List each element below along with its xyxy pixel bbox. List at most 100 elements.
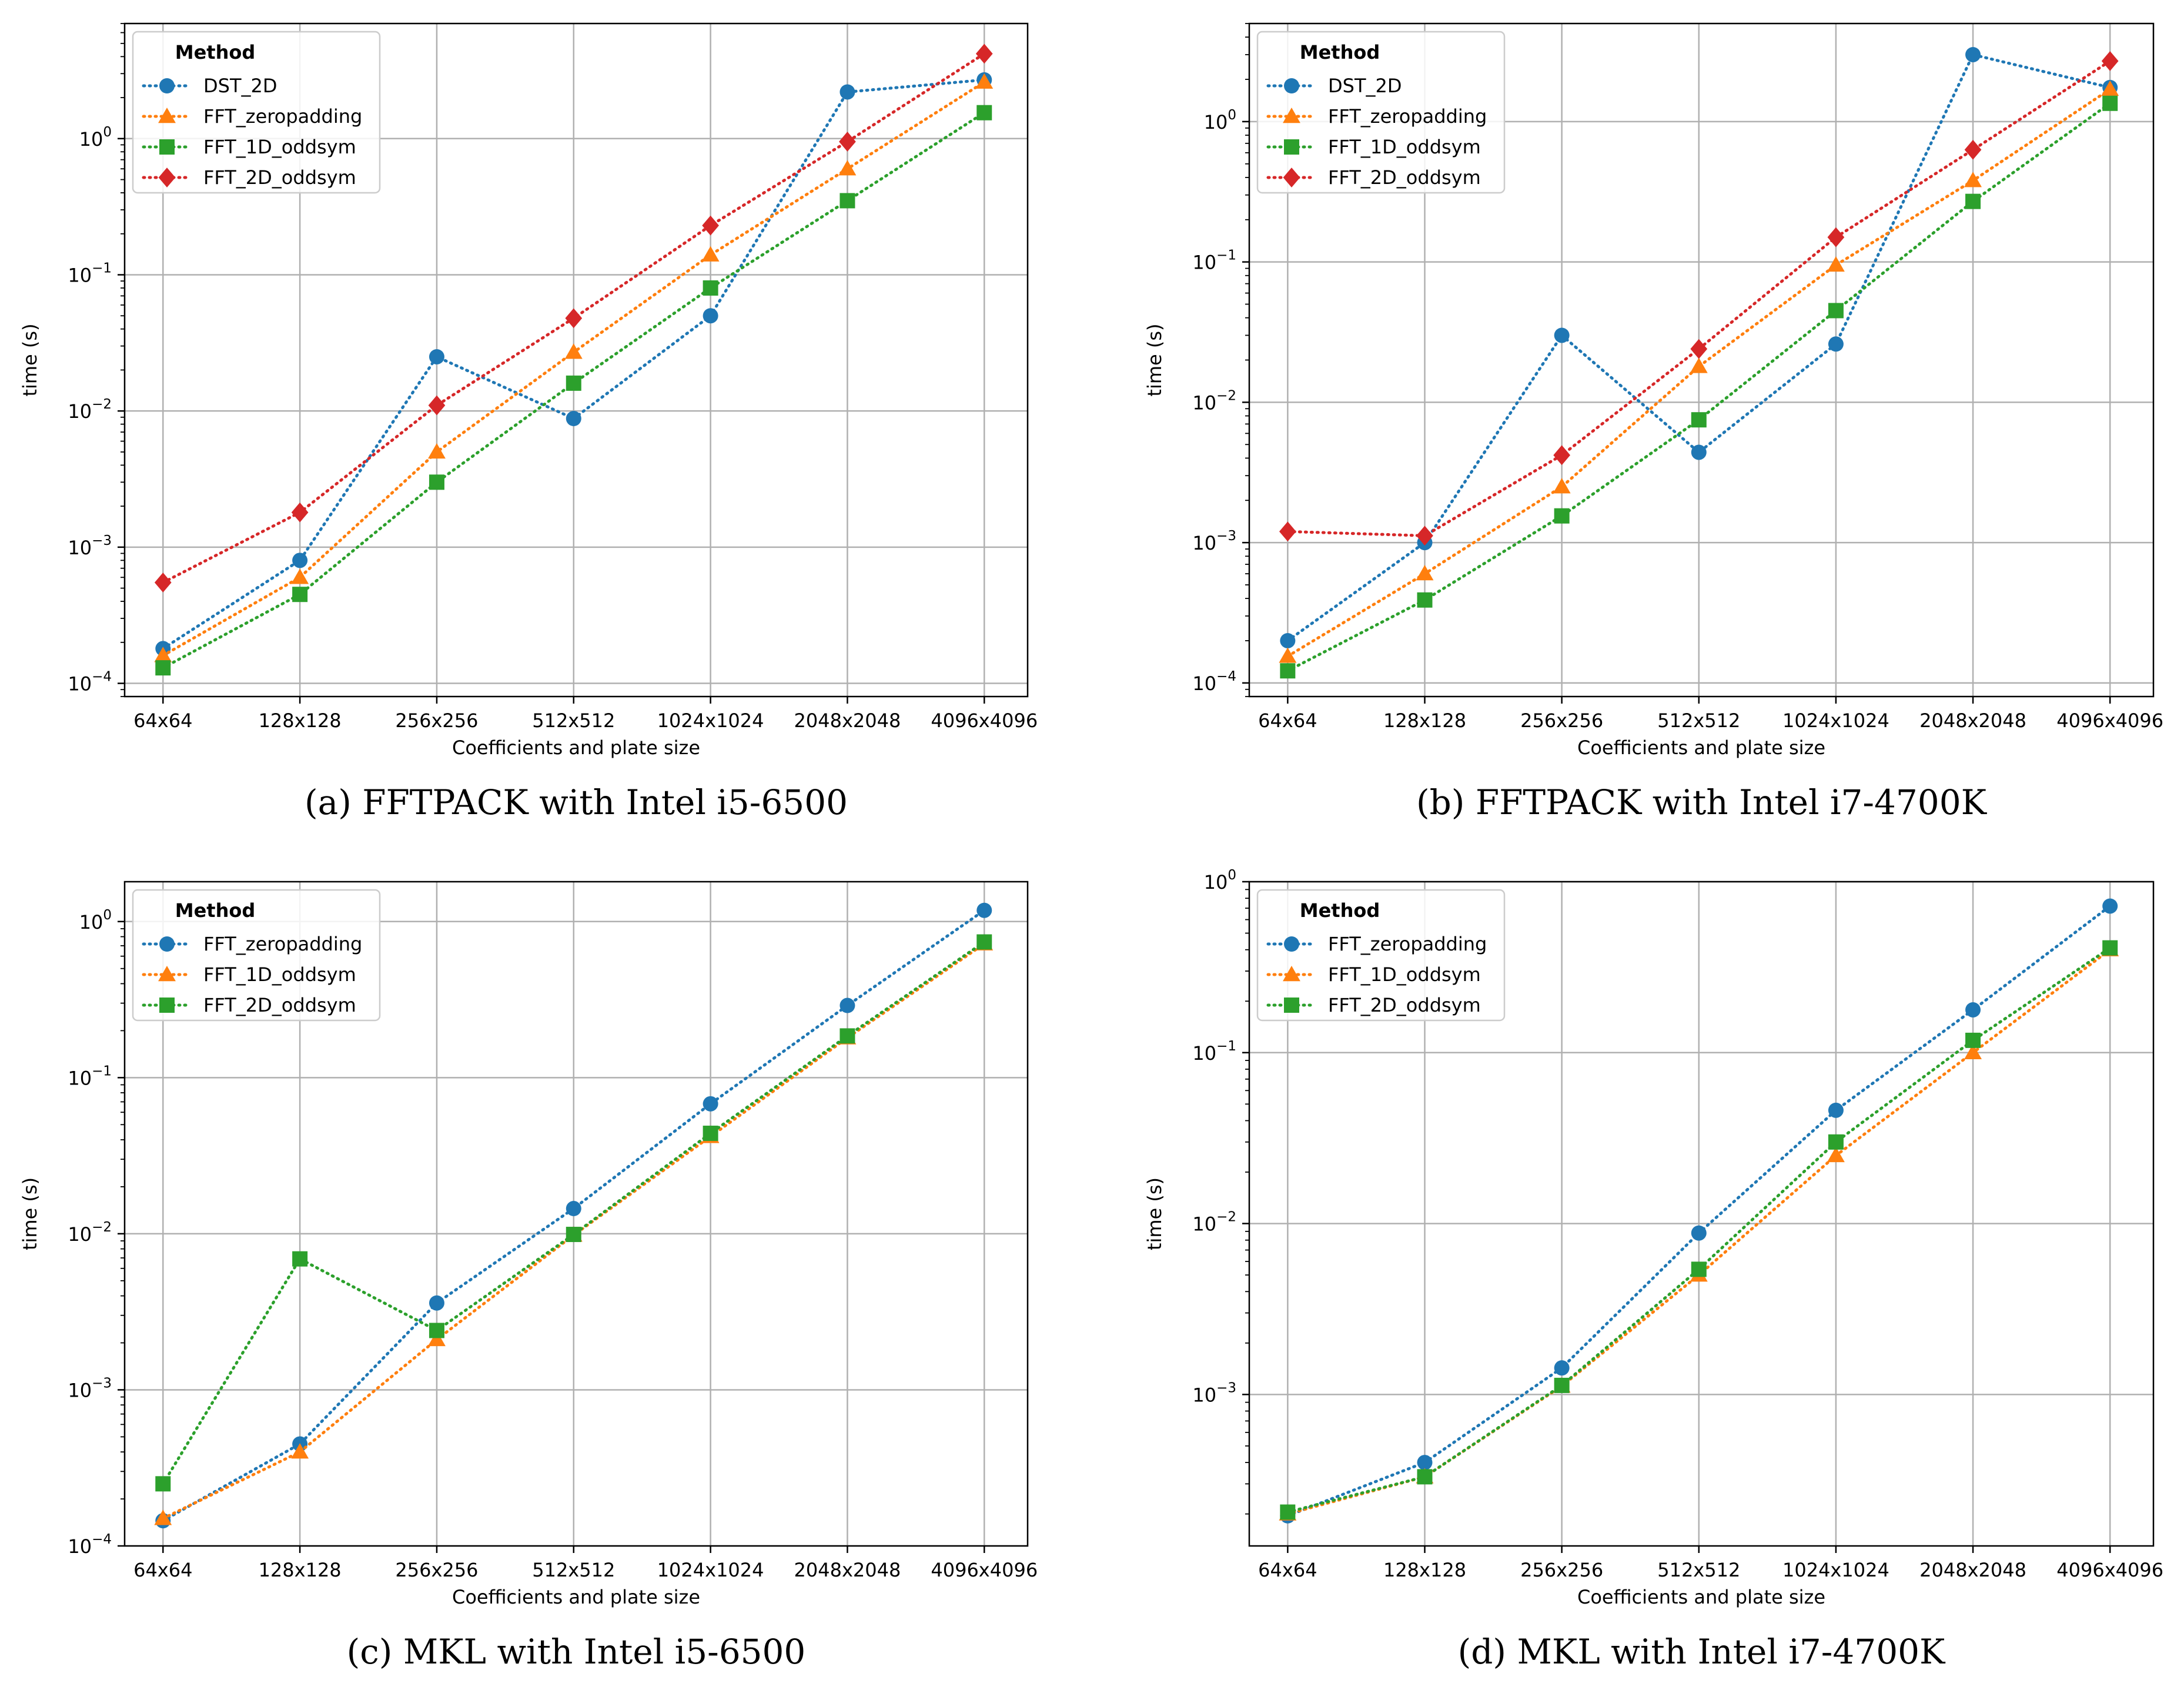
panel-caption: (b) FFTPACK with Intel i7-4700K: [1416, 782, 1988, 822]
legend-label: DST_2D: [203, 75, 277, 97]
data-point: [1690, 339, 1708, 359]
data-point: [292, 1251, 308, 1267]
legend-box: [1256, 889, 1506, 1022]
data-point: [1965, 1002, 1981, 1017]
x-tick-label: 64x64: [133, 709, 192, 732]
data-point: [428, 395, 446, 416]
y-tick-label: 100: [1204, 108, 1236, 133]
data-point: [1691, 444, 1707, 460]
x-tick-label: 1024x1024: [1782, 709, 1889, 732]
data-point: [427, 443, 446, 459]
data-point: [427, 1330, 446, 1347]
y-tick-label: 10−4: [68, 670, 112, 695]
legend-entry: FFT_2D_oddsym: [142, 994, 356, 1016]
series-FFT_zeropadding: [154, 73, 994, 662]
legend-label: FFT_2D_oddsym: [1328, 994, 1481, 1016]
panel-a: 10−4 10−3 10−2 10−1 100 64x64 128x128 256x256 51…: [19, 22, 1038, 822]
legend-marker: [159, 998, 175, 1013]
legend-entry: FFT_1D_oddsym: [142, 136, 356, 158]
x-axis-label: Coefficients and plate size: [452, 1586, 700, 1608]
data-point: [975, 73, 994, 89]
x-tick-label: 128x128: [1383, 709, 1466, 732]
y-axis-label: time (s): [1143, 1177, 1166, 1250]
data-point: [1964, 139, 1982, 160]
legend: Method FFT_zeropadding FFT_1D_oddsym FFT_2D…: [132, 889, 381, 1022]
y-tick-label: 10−1: [1192, 248, 1236, 274]
data-point: [292, 553, 308, 568]
data-point: [291, 1443, 309, 1459]
data-point: [703, 308, 718, 324]
data-point: [1828, 336, 1844, 352]
data-point: [291, 502, 309, 523]
y-tick-label: 10−2: [1192, 388, 1236, 414]
data-point: [1416, 565, 1434, 581]
data-point: [1280, 632, 1296, 648]
x-axis-label: Coefficients and plate size: [1577, 1586, 1825, 1608]
x-tick-label: 64x64: [1258, 709, 1317, 732]
legend-marker: [159, 139, 175, 155]
series-FFT_2D_oddsym: [1279, 51, 2119, 546]
data-point: [566, 411, 581, 427]
data-point: [1554, 1377, 1570, 1393]
legend-entry: FFT_zeropadding: [142, 933, 362, 955]
x-tick-label: 256x256: [395, 1559, 478, 1581]
legend-entry: FFT_zeropadding: [1266, 933, 1487, 955]
legend-label: FFT_zeropadding: [203, 105, 362, 128]
series-FFT_1D_oddsym: [1280, 95, 2118, 679]
x-tick-label: 512x512: [532, 1559, 615, 1581]
data-point: [1964, 172, 1982, 188]
series-FFT_2D_oddsym: [1280, 940, 2118, 1520]
x-tick-label: 1024x1024: [657, 1559, 764, 1581]
data-point: [1965, 193, 1981, 209]
y-tick-label: 100: [1204, 868, 1236, 893]
y-tick-label: 10−1: [68, 1063, 112, 1089]
y-tick-label: 10−4: [1192, 669, 1236, 695]
data-point: [976, 105, 992, 120]
legend-entry: FFT_2D_oddsym: [1266, 994, 1481, 1016]
legend-label: FFT_zeropadding: [1328, 933, 1487, 955]
data-point: [703, 1126, 718, 1142]
axes-frame: [123, 881, 1029, 1547]
x-axis-label: Coefficients and plate size: [452, 737, 700, 759]
y-tick-label: 10−1: [68, 260, 112, 286]
legend-label: FFT_1D_oddsym: [203, 136, 356, 158]
y-tick-label: 100: [79, 125, 112, 150]
data-point: [975, 43, 993, 64]
panel-caption: (d) MKL with Intel i7-4700K: [1458, 1632, 1946, 1672]
x-tick-label: 1024x1024: [657, 709, 764, 732]
data-point: [1416, 525, 1433, 546]
x-tick-label: 4096x4096: [931, 1559, 1038, 1581]
legend-entry: FFT_1D_oddsym: [142, 963, 356, 986]
y-tick-label: 10−3: [1192, 1380, 1236, 1406]
legend-box: [1256, 31, 1506, 194]
y-tick-label: 10−4: [68, 1532, 112, 1558]
legend-entry: DST_2D: [142, 75, 277, 97]
legend-label: FFT_2D_oddsym: [203, 166, 356, 189]
series-FFT_zeropadding: [1280, 898, 2118, 1524]
legend-entry: FFT_1D_oddsym: [1266, 963, 1481, 986]
series-FFT_2D_oddsym: [154, 43, 993, 593]
y-tick-label: 10−2: [68, 397, 112, 423]
legend-marker: [1284, 139, 1299, 155]
data-point: [1279, 647, 1297, 663]
data-point: [840, 1028, 855, 1044]
data-point: [154, 1509, 172, 1525]
data-point: [565, 308, 583, 329]
legend-marker: [1283, 168, 1300, 188]
data-point: [840, 193, 855, 209]
legend-label: FFT_2D_oddsym: [1328, 166, 1481, 189]
x-tick-label: 2048x2048: [794, 709, 901, 732]
y-tick-label: 10−3: [68, 533, 112, 559]
data-point: [976, 934, 992, 950]
data-point: [291, 568, 309, 584]
data-point: [1964, 1043, 1982, 1059]
data-point: [702, 215, 719, 236]
data-point: [1691, 1261, 1707, 1277]
legend-entry: FFT_2D_oddsym: [1266, 166, 1481, 189]
legend-label: FFT_zeropadding: [1328, 105, 1487, 128]
data-point: [840, 998, 855, 1013]
y-tick-label: 100: [79, 908, 112, 933]
legend: Method DST_2D FFT_zeropadding FFT_1D_oddsym…: [132, 31, 381, 194]
data-point: [1691, 412, 1707, 428]
y-axis-label: time (s): [19, 1177, 41, 1250]
